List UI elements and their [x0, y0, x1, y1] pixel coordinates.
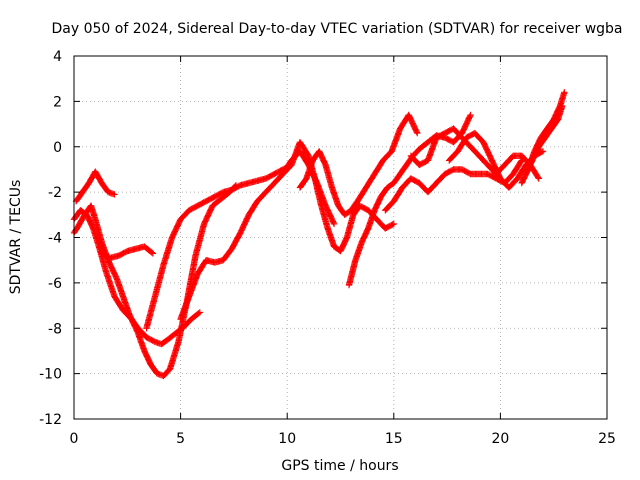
y-tick-label: -10 — [39, 367, 62, 383]
data-point — [467, 111, 474, 119]
data-point — [539, 148, 547, 155]
x-tick-label: 5 — [176, 431, 185, 447]
data-point — [196, 309, 203, 316]
series-sat-track-2 — [70, 182, 240, 380]
y-tick-label: -4 — [48, 231, 62, 247]
y-tick-label: -6 — [48, 276, 62, 292]
data-point — [414, 129, 421, 137]
data-point — [534, 174, 542, 181]
y-tick-label: -12 — [39, 412, 62, 428]
data-point — [561, 89, 568, 96]
data-point — [148, 249, 155, 256]
series-sat-track-1 — [70, 207, 203, 348]
data-point — [149, 250, 157, 257]
chart-title: Day 050 of 2024, Sidereal Day-to-day VTE… — [51, 21, 622, 37]
grid-layer — [74, 56, 607, 419]
x-tick-label: 20 — [491, 431, 509, 447]
data-point — [559, 102, 566, 110]
x-tick-label: 10 — [278, 431, 296, 447]
data-point — [413, 128, 420, 136]
series-sat-track-3 — [72, 168, 118, 205]
tick-labels-layer: 0 5 10 15 20 25 -12 -10 -8 -6 -4 -2 0 2 4 — [39, 49, 616, 447]
series-sat-track-6 — [177, 148, 338, 323]
series-sat-track-9 — [345, 111, 474, 289]
x-tick-label: 0 — [70, 431, 79, 447]
data-point — [517, 158, 525, 165]
data-point — [389, 221, 396, 228]
y-tick-label: 2 — [53, 94, 62, 110]
data-point — [111, 191, 118, 198]
series-sat-track-4 — [98, 243, 157, 262]
y-tick-label: -2 — [48, 185, 62, 201]
y-tick-label: 0 — [53, 140, 62, 156]
data-point — [466, 113, 474, 120]
data-points-layer — [70, 89, 568, 380]
data-point — [535, 175, 542, 182]
data-point — [538, 148, 545, 156]
series-sat-track-8 — [296, 111, 421, 218]
series-sat-track-14 — [522, 102, 566, 178]
y-axis-label: SDTVAR / TECUs — [8, 180, 24, 295]
data-point — [330, 220, 338, 228]
x-axis-label: GPS time / hours — [281, 458, 398, 474]
x-tick-label: 15 — [385, 431, 403, 447]
series-sat-track-10 — [382, 157, 525, 214]
series-sat-track-11 — [407, 125, 542, 182]
y-tick-label: 4 — [53, 49, 62, 65]
x-tick-label: 25 — [598, 431, 616, 447]
ticks-layer — [73, 55, 608, 420]
y-tick-label: -8 — [48, 321, 62, 337]
data-point — [330, 219, 337, 226]
series-sat-track-12 — [446, 129, 547, 191]
data-point — [390, 220, 397, 228]
data-point — [195, 310, 202, 317]
